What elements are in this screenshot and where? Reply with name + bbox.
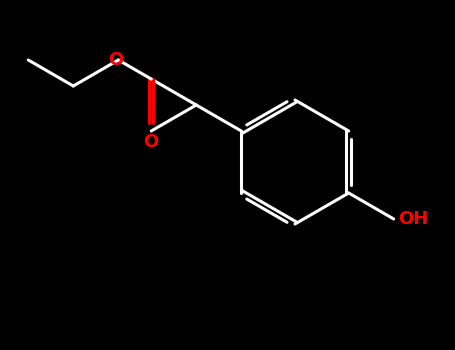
Text: OH: OH [398, 210, 428, 228]
Text: O: O [144, 133, 159, 151]
Text: O: O [108, 51, 123, 69]
